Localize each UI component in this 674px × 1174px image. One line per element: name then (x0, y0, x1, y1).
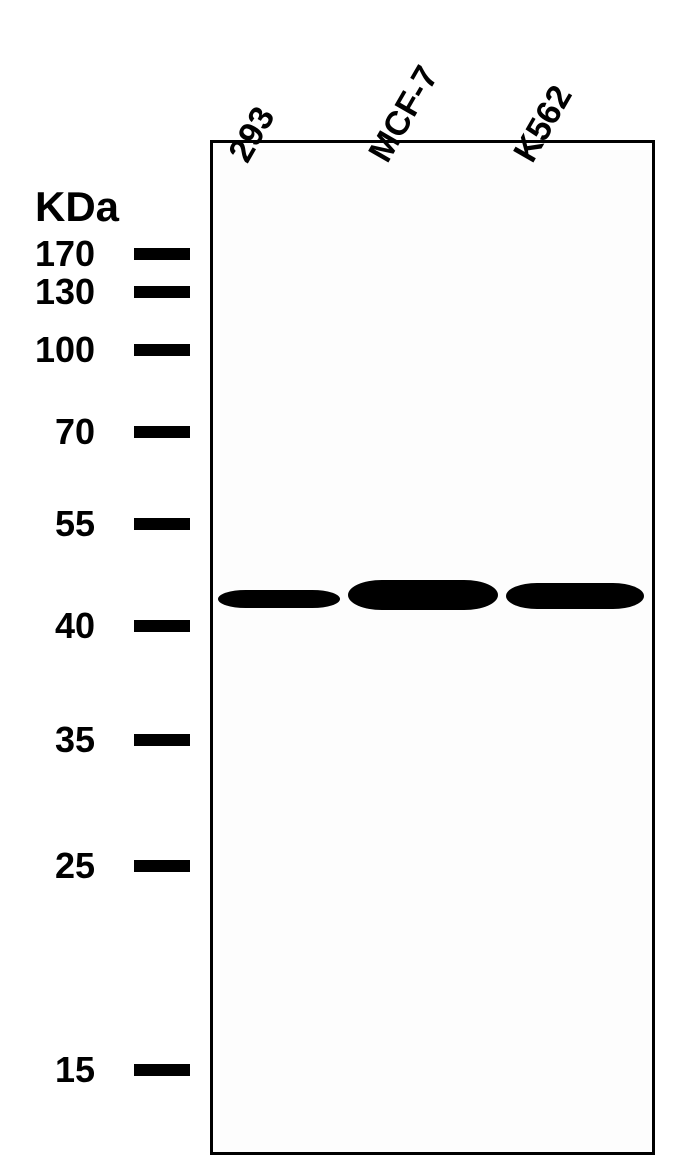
marker-tick (134, 518, 190, 530)
marker-label: 25 (55, 845, 95, 887)
marker-label: 170 (35, 233, 95, 275)
marker-label: 35 (55, 719, 95, 761)
marker-label: 55 (55, 503, 95, 545)
blot-band (218, 590, 340, 608)
kda-title: KDa (35, 183, 119, 231)
blot-frame (210, 140, 655, 1155)
marker-tick (134, 734, 190, 746)
marker-label: 15 (55, 1049, 95, 1091)
marker-label: 100 (35, 329, 95, 371)
marker-label: 130 (35, 271, 95, 313)
marker-tick (134, 248, 190, 260)
blot-band (348, 580, 498, 610)
marker-tick (134, 860, 190, 872)
marker-tick (134, 344, 190, 356)
marker-label: 70 (55, 411, 95, 453)
marker-tick (134, 1064, 190, 1076)
marker-tick (134, 620, 190, 632)
marker-tick (134, 286, 190, 298)
marker-tick (134, 426, 190, 438)
marker-label: 40 (55, 605, 95, 647)
blot-band (506, 583, 644, 609)
